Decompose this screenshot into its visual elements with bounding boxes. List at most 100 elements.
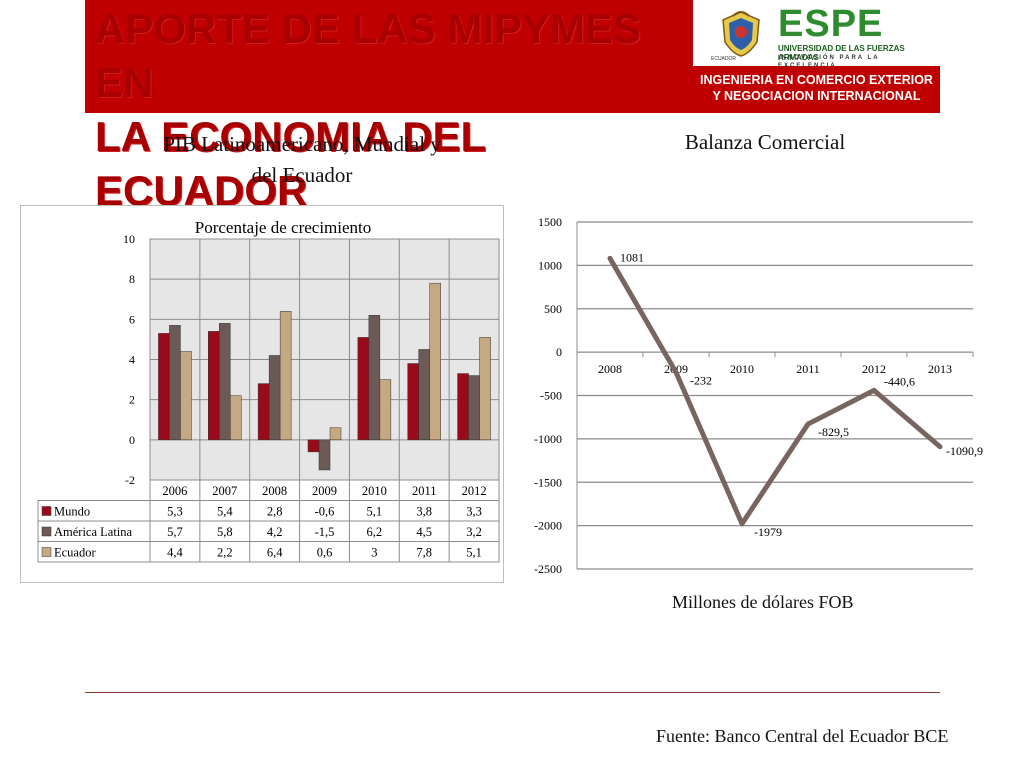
data-point [806,422,810,427]
program-name: INGENIERIA EN COMERCIO EXTERIOR Y NEGOCI… [693,72,940,104]
x-tick-label: 2008 [598,362,622,376]
x-tick-label: 2013 [928,362,952,376]
bar-america-latina [268,355,281,441]
right-section-title: Balanza Comercial [684,130,846,154]
bar-america-latina [418,349,430,441]
table-cell: 3,2 [466,525,482,539]
table-category-label: 2009 [312,484,337,498]
y-tick-label: -2500 [534,562,562,576]
y-tick-label: 0 [556,345,562,359]
table-cell: 7,8 [416,546,432,560]
slide-title-line1: APORTE DE LAS MIPYMES EN [95,5,642,106]
table-category-label: 2007 [212,484,237,498]
y-tick-label: -500 [540,389,562,403]
gdp-chart-frame: Porcentaje de crecimiento -2 0 2 4 6 8 10 2006 2… [20,205,504,583]
bar-america-latina [169,325,181,441]
bar-mundo [457,373,469,441]
table-cell: 2,8 [267,505,283,519]
table-category-label: 2010 [362,484,387,498]
y-tick-label: 2 [129,393,135,407]
x-tick-label: 2011 [796,362,820,376]
data-label: -1090,9 [946,444,983,458]
espe-logo: ECUADOR ESPE UNIVERSIDAD DE LAS FUERZAS … [693,0,940,69]
left-section-title: PIB Latinoamericano, Mundial y del Ecuad… [118,129,486,191]
x-tick-label: 2012 [862,362,886,376]
y-tick-label: 500 [544,302,562,316]
table-cell: 5,8 [217,525,233,539]
trade-balance-caption: Millones de dólares FOB [672,592,854,612]
logo-text: ESPE [778,3,884,45]
data-point [938,444,942,449]
data-point [608,256,612,261]
y-tick-label: 8 [129,272,135,286]
bar-ecuador [429,282,441,441]
bar-mundo [257,383,270,441]
legend-label: Mundo [54,505,90,519]
bar-america-latina [318,439,331,471]
y-tick-label: 4 [129,353,135,367]
trade-balance-chart: -2500 -2000 -1500 -1000 -500 0 500 1000 1500 2008… [534,215,983,576]
table-category-label: 2006 [162,484,187,498]
data-point [674,370,678,375]
bar-ecuador [329,427,342,441]
table-cell: 3,3 [466,505,482,519]
data-label: -440,6 [884,374,915,388]
table-cell: 3 [371,546,377,560]
bar-mundo [407,363,419,441]
data-point [872,388,876,393]
legend-swatch [41,506,52,516]
footer-divider [85,692,940,693]
bar-america-latina [468,375,480,441]
legend-swatch [41,547,52,557]
crest-caption: ECUADOR [711,56,737,62]
program-line1: INGENIERIA EN COMERCIO EXTERIOR [700,73,933,87]
y-tick-label: 1500 [538,215,562,229]
table-cell: 4,4 [167,546,183,560]
table-cell: 4,5 [416,525,432,539]
header-banner: APORTE DE LAS MIPYMES EN LA ECONOMIA DEL… [85,0,940,214]
source-note: Fuente: Banco Central del Ecuador BCE [656,726,949,746]
y-tick-label: 6 [129,312,135,326]
legend-label: América Latina [54,525,133,539]
table-cell: 2,2 [217,546,233,560]
slide-title: APORTE DE LAS MIPYMES EN LA ECONOMIA DEL… [95,2,695,218]
table-cell: -1,5 [315,525,335,539]
y-tick-label: -2 [125,473,135,487]
bar-ecuador [230,395,242,441]
bar-ecuador [279,311,292,441]
left-section-title-line1: PIB Latinoamericano, Mundial y [163,132,441,156]
data-label: -1979 [754,525,782,539]
data-label: -232 [690,373,712,387]
bar-mundo [158,333,170,441]
y-tick-label: -1500 [534,475,562,489]
program-line2: Y NEGOCIACION INTERNACIONAL [712,89,921,103]
table-cell: 5,4 [217,505,233,519]
table-cell: 5,7 [167,525,183,539]
university-crest-icon [722,11,760,57]
table-cell: 4,2 [267,525,283,539]
x-tick-label: 2010 [730,362,754,376]
bar-mundo [307,439,320,453]
bar-mundo [208,331,220,441]
table-cell: 6,2 [367,525,383,539]
university-name: UNIVERSIDAD DE LAS FUERZAS ARMADAS [778,44,905,62]
table-cell: -0,6 [315,505,335,519]
bar-ecuador [180,351,192,441]
trade-balance-line [607,255,943,527]
bar-america-latina [368,315,381,441]
table-category-label: 2008 [262,484,287,498]
gdp-growth-chart: Porcentaje de crecimiento -2 0 2 4 6 8 10 2006 2… [37,218,500,563]
table-category-label: 2011 [412,484,437,498]
table-cell: 0,6 [317,546,333,560]
y-tick-label: -2000 [534,519,562,533]
table-cell: 5,1 [367,505,383,519]
bar-ecuador [479,337,491,441]
bar-ecuador [379,379,392,441]
table-cell: 3,8 [416,505,432,519]
data-point [740,521,744,526]
legend-label: Ecuador [54,546,96,560]
data-label: -829,5 [818,425,849,439]
data-label: 1081 [620,250,644,264]
legend-swatch [41,526,52,537]
y-tick-label: -1000 [534,432,562,446]
